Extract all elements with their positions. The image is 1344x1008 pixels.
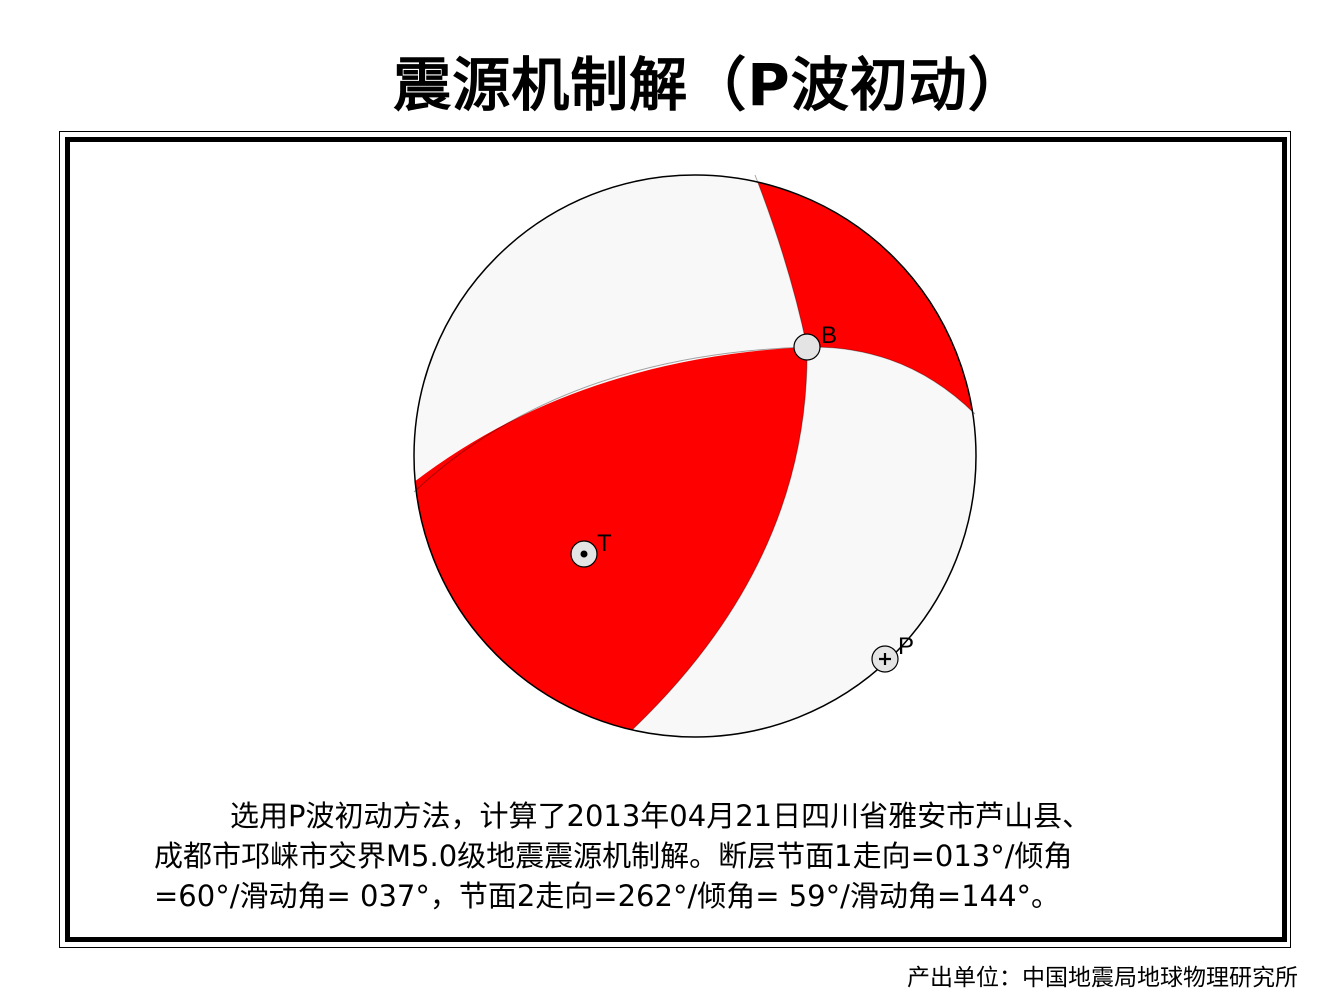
description-line-2: 成都市邛崃市交界M5.0级地震震源机制解。断层节面1走向=013°/倾角	[154, 839, 1073, 873]
nodal-plane-2	[413, 346, 976, 493]
nodal-plane-1	[631, 174, 808, 731]
beachball-outline	[413, 174, 977, 738]
b-axis-marker	[793, 333, 821, 361]
page-title: 震源机制解（P波初动）	[393, 51, 1027, 119]
p-axis-label: P	[898, 633, 914, 660]
t-axis-center-dot	[580, 550, 588, 558]
description-line-3: =60°/滑动角= 037°，节面2走向=262°/倾角= 59°/滑动角=14…	[154, 879, 1061, 913]
description-text: 选用P波初动方法，计算了2013年04月21日四川省雅安市芦山县、 成都市邛崃市…	[154, 796, 1214, 916]
b-axis-label: B	[821, 322, 837, 349]
inner-frame	[65, 137, 1287, 942]
producer-credit: 产出单位：中国地震局地球物理研究所	[907, 965, 1298, 991]
outer-frame	[59, 131, 1291, 948]
p-axis-plus	[879, 653, 891, 665]
t-axis-label: T	[597, 530, 612, 557]
description-line-1: 选用P波初动方法，计算了2013年04月21日四川省雅安市芦山县、	[230, 799, 1092, 833]
